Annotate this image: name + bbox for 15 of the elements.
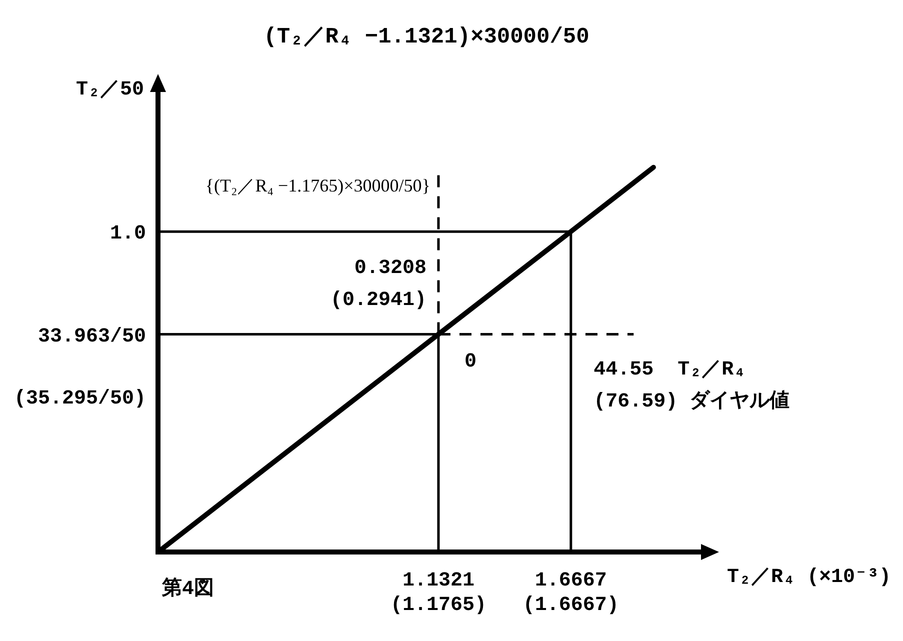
x-tick-label: 1.1321 <box>402 570 474 593</box>
x-tick-label: 1.6667 <box>534 570 607 593</box>
annotation: {(T₂／R₄ −1.1765)×30000/50} <box>205 175 430 196</box>
x-axis-title: T₂／R₄ (×10⁻³) <box>727 566 892 589</box>
annotation: 33.963/50 <box>38 325 146 348</box>
chart-title: (T₂／R₄ −1.1321)×30000/50 <box>264 24 590 50</box>
annotation: 0 <box>464 350 476 374</box>
annotation: 0.3208 (0.2941) <box>330 256 426 312</box>
annotation: (1.1765) <box>390 594 486 617</box>
annotation: 1.0 <box>110 222 146 246</box>
text: 第4図 <box>161 577 214 601</box>
y-axis-title: T₂／50 <box>76 78 144 102</box>
annotation: (1.6667) <box>522 594 619 617</box>
annotation: 44.55 T₂／R₄ (76.59) ダイヤル値 <box>594 358 790 414</box>
annotation: (35.295/50) <box>14 387 146 410</box>
